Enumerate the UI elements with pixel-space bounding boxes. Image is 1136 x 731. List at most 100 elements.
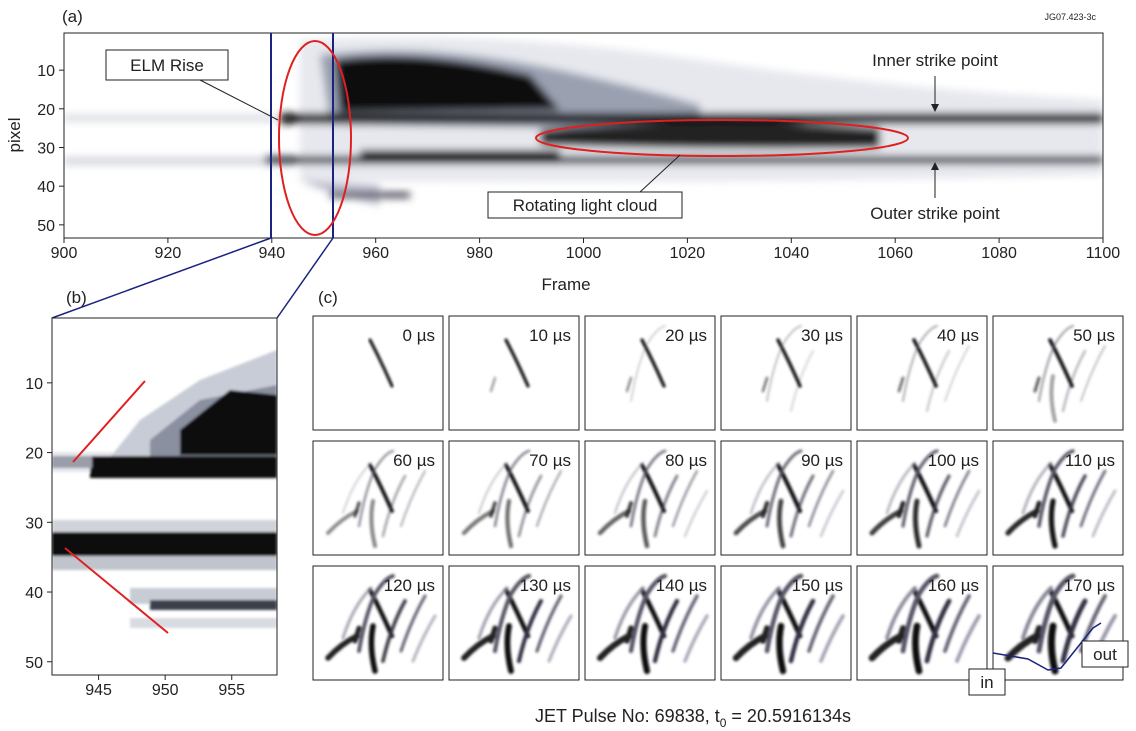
x-tick-label: 980 xyxy=(466,245,493,262)
frame-time: 90 µs xyxy=(801,451,843,470)
zoom-line xyxy=(51,237,272,319)
x-tick-label: 1060 xyxy=(877,245,913,262)
frame-image xyxy=(368,338,394,388)
light-filament xyxy=(766,325,802,402)
annotation: ELM Rise xyxy=(130,56,204,75)
light-filament xyxy=(326,509,359,535)
caption-subscript: 0 xyxy=(720,716,727,730)
y-tick-label: 50 xyxy=(25,655,43,672)
light-filament xyxy=(1049,374,1057,423)
light-filament xyxy=(869,508,904,536)
light-filament xyxy=(596,632,633,662)
heatmap-a xyxy=(64,33,1103,238)
light-filament xyxy=(1037,449,1075,528)
light-filament xyxy=(461,633,496,661)
light-filament xyxy=(461,508,496,536)
light-filament xyxy=(819,489,845,538)
light-filament xyxy=(683,614,709,663)
frame: 90 µs xyxy=(720,440,852,556)
x-tick-label: 1000 xyxy=(566,245,602,262)
frame-time: 30 µs xyxy=(801,326,843,345)
light-filament xyxy=(504,623,514,674)
plot-frame xyxy=(51,317,278,676)
light-filament xyxy=(641,498,650,549)
light-filament xyxy=(381,474,407,538)
frame: 130 µs xyxy=(448,565,580,681)
annotation-box xyxy=(487,191,683,219)
light-filament xyxy=(613,586,645,640)
light-filament xyxy=(955,489,981,538)
light-filament xyxy=(1047,622,1059,675)
y-tick-label: 30 xyxy=(37,140,55,157)
light-filament xyxy=(399,469,427,528)
frame-box xyxy=(584,315,716,431)
x-tick-label: 945 xyxy=(85,682,112,699)
light-filament xyxy=(902,325,938,402)
frame-grid: 0 µs 10 µs 20 µs 30 µs 40 µs 50 µs 60 µs 70 µs 8… xyxy=(312,315,1124,681)
light-filament xyxy=(368,623,378,674)
frame-time: 120 µs xyxy=(384,576,435,595)
frame-image xyxy=(596,573,709,675)
frame-box xyxy=(992,315,1124,431)
frame-image xyxy=(461,573,573,674)
frame-image xyxy=(625,325,666,402)
frame-box xyxy=(448,565,580,681)
frame: 120 µs xyxy=(312,565,444,681)
light-filament xyxy=(1080,345,1106,402)
light-filament xyxy=(926,350,950,412)
frame-box xyxy=(720,565,852,681)
arrowhead xyxy=(931,162,939,170)
frame-box xyxy=(856,315,988,431)
frame: 100 µs xyxy=(856,440,988,556)
annotation-box xyxy=(1081,640,1129,668)
light-filament xyxy=(925,474,951,538)
frame: 140 µs xyxy=(584,565,716,681)
light-filament xyxy=(381,599,407,663)
light-filament xyxy=(325,633,360,661)
frame-box xyxy=(448,440,580,556)
x-tick-label: 1040 xyxy=(774,245,810,262)
frame-box xyxy=(856,440,988,556)
annotation: in xyxy=(980,673,993,692)
light-filament xyxy=(489,376,497,393)
frame-time: 70 µs xyxy=(529,451,571,470)
leader-line xyxy=(199,79,279,121)
light-filament xyxy=(924,598,952,664)
x-tick-label: 960 xyxy=(362,245,389,262)
light-filament xyxy=(761,376,769,393)
highlight-ellipse xyxy=(535,119,909,157)
x-tick-label: 950 xyxy=(152,682,179,699)
frame-time: 170 µs xyxy=(1064,576,1115,595)
light-filament xyxy=(640,338,666,388)
light-filament xyxy=(943,594,971,653)
y-tick-label: 40 xyxy=(25,585,43,602)
y-axis-label: pixel xyxy=(5,118,24,153)
frame-time: 140 µs xyxy=(656,576,707,595)
panel-label: (b) xyxy=(66,288,87,307)
y-tick-label: 30 xyxy=(25,515,43,532)
y-tick-label: 20 xyxy=(25,446,43,463)
light-filament xyxy=(341,586,373,640)
frame: 70 µs xyxy=(448,440,580,556)
light-filament xyxy=(749,461,781,515)
frame-image xyxy=(869,449,981,549)
frame-time: 130 µs xyxy=(520,576,571,595)
frame-time: 60 µs xyxy=(393,451,435,470)
x-tick-label: 940 xyxy=(258,245,285,262)
frame: 20 µs xyxy=(584,315,716,431)
light-filament xyxy=(955,614,981,663)
light-filament xyxy=(790,350,814,412)
light-filament xyxy=(885,461,917,515)
light-filament xyxy=(357,449,395,528)
light-filament xyxy=(1037,324,1075,403)
light-filament xyxy=(535,469,563,528)
annotation: Outer strike point xyxy=(870,204,1000,223)
frame-box xyxy=(312,440,444,556)
light-filament xyxy=(897,376,905,393)
light-filament xyxy=(789,474,815,538)
highlight-ellipse xyxy=(278,40,352,236)
frame-image xyxy=(597,449,709,549)
x-tick-label: 1080 xyxy=(981,245,1017,262)
light-filament xyxy=(477,586,509,640)
